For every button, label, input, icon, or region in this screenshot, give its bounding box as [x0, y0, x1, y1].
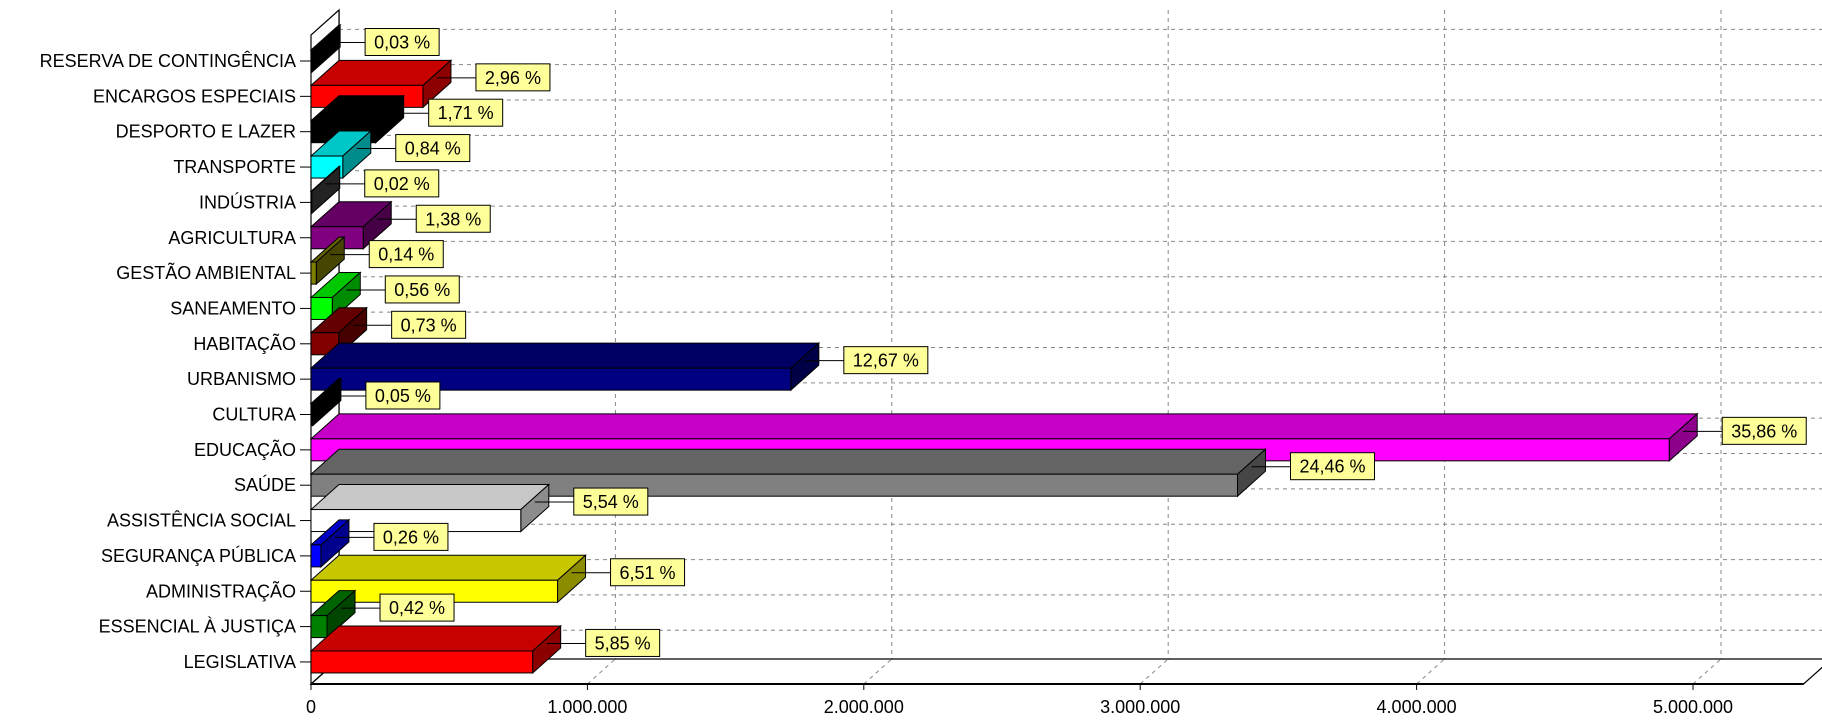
- category-label: ENCARGOS ESPECIAIS: [93, 86, 296, 106]
- data-label-box: [610, 558, 686, 587]
- bar: [309, 235, 346, 286]
- bar-top-face: [309, 448, 1267, 475]
- bar: [309, 518, 351, 569]
- gridline-floor: [1692, 658, 1722, 685]
- bar: [309, 554, 587, 604]
- x-tick-label: 3.000.000: [1100, 697, 1180, 717]
- data-label-box: [1289, 452, 1375, 481]
- data-label-box: [365, 381, 441, 410]
- category-label: ASSISTÊNCIA SOCIAL: [107, 511, 296, 531]
- category-label: CULTURA: [212, 405, 296, 425]
- bar-front-face: [310, 650, 534, 674]
- gridline-floor: [863, 658, 893, 685]
- category-label: DESPORTO E LAZER: [116, 122, 296, 142]
- category-label: RESERVA DE CONTINGÊNCIA: [40, 51, 296, 71]
- data-label: 12,67 %: [853, 351, 919, 371]
- data-label: 0,42 %: [389, 598, 445, 618]
- data-label-box: [428, 98, 504, 127]
- data-label: 35,86 %: [1731, 421, 1797, 441]
- data-label: 0,03 %: [374, 33, 430, 53]
- data-label: 0,05 %: [375, 386, 431, 406]
- axes: 0 1.000.000 2.000.000 3.000.000 4.000.000 5.0…: [40, 8, 1822, 717]
- bar: [309, 589, 357, 639]
- data-label-box: [395, 134, 471, 163]
- data-label: 24,46 %: [1299, 457, 1365, 477]
- bar: [309, 377, 343, 427]
- bar-front-face: [310, 403, 314, 426]
- data-label: 0,84 %: [405, 139, 461, 159]
- data-label: 6,51 %: [620, 563, 676, 583]
- data-label-box: [368, 240, 444, 269]
- data-label-box: [364, 169, 440, 198]
- category-label: SEGURANÇA PÚBLICA: [101, 545, 296, 566]
- category-label: ADMINISTRAÇÃO: [146, 580, 296, 601]
- x-tick-label: 5.000.000: [1653, 697, 1733, 717]
- data-labels: 0,03 % 2,96 % 1,71 % 0,84 % 0,02 % 1,38 % 0,14…: [325, 28, 1807, 657]
- bar: [309, 306, 368, 356]
- category-label: AGRICULTURA: [168, 228, 296, 248]
- x-tick-label: 4.000.000: [1377, 697, 1457, 717]
- bar-front-face: [310, 261, 317, 285]
- data-label: 0,73 %: [401, 315, 457, 335]
- category-label: SAÚDE: [234, 474, 296, 495]
- x-tick-label: 2.000.000: [824, 697, 904, 717]
- x-tick-label: 0: [306, 697, 316, 717]
- data-label: 1,38 %: [425, 209, 481, 229]
- data-label-box: [1721, 416, 1807, 445]
- gridline-floor: [1139, 658, 1169, 685]
- data-label-box: [585, 628, 661, 657]
- data-label: 0,02 %: [374, 174, 430, 194]
- bar-front-face: [310, 190, 313, 214]
- category-label: EDUCAÇÃO: [194, 439, 296, 460]
- bar: [309, 200, 393, 250]
- x-tick-label: 1.000.000: [547, 697, 627, 717]
- data-label-box: [373, 522, 449, 551]
- data-label-box: [364, 28, 440, 56]
- category-label: TRANSPORTE: [173, 157, 296, 177]
- data-label: 0,14 %: [378, 245, 434, 265]
- category-label: ESSENCIAL À JUSTIÇA: [99, 617, 296, 637]
- bar-front-face: [310, 296, 333, 320]
- category-label: SANEAMENTO: [170, 298, 296, 318]
- bar: [309, 624, 562, 675]
- bar-top-face: [309, 554, 587, 581]
- category-label: HABITAÇÃO: [193, 333, 296, 354]
- data-label: 2,96 %: [485, 68, 541, 88]
- data-label: 0,56 %: [394, 280, 450, 300]
- data-label: 5,85 %: [595, 633, 651, 653]
- bar-top-face: [309, 484, 551, 511]
- category-label: INDÚSTRIA: [199, 191, 296, 212]
- data-label-box: [391, 310, 467, 339]
- bar-top-face: [309, 413, 1699, 440]
- data-label: 1,71 %: [438, 103, 494, 123]
- data-label: 0,26 %: [383, 527, 439, 547]
- data-label-box: [573, 487, 649, 516]
- data-label-box: [843, 346, 929, 375]
- bar: [309, 165, 342, 215]
- data-label-box: [475, 63, 551, 92]
- data-label: 5,54 %: [583, 492, 639, 512]
- bar: [309, 23, 342, 74]
- bar-top-face: [309, 625, 562, 652]
- gridline-floor: [587, 658, 616, 685]
- gridline-floor: [1416, 658, 1445, 685]
- bar-front-face: [310, 544, 322, 568]
- data-label-box: [384, 275, 460, 304]
- bar-top-face: [309, 342, 821, 369]
- category-label: URBANISMO: [187, 369, 296, 389]
- data-label-box: [415, 204, 491, 233]
- category-label: GESTÃO AMBIENTAL: [116, 262, 296, 283]
- bar-front-face: [310, 615, 328, 639]
- bars: [309, 23, 1699, 675]
- category-label: LEGISLATIVA: [184, 652, 296, 672]
- bar: [309, 483, 551, 533]
- bar-front-face: [310, 49, 313, 73]
- data-label-box: [379, 593, 455, 622]
